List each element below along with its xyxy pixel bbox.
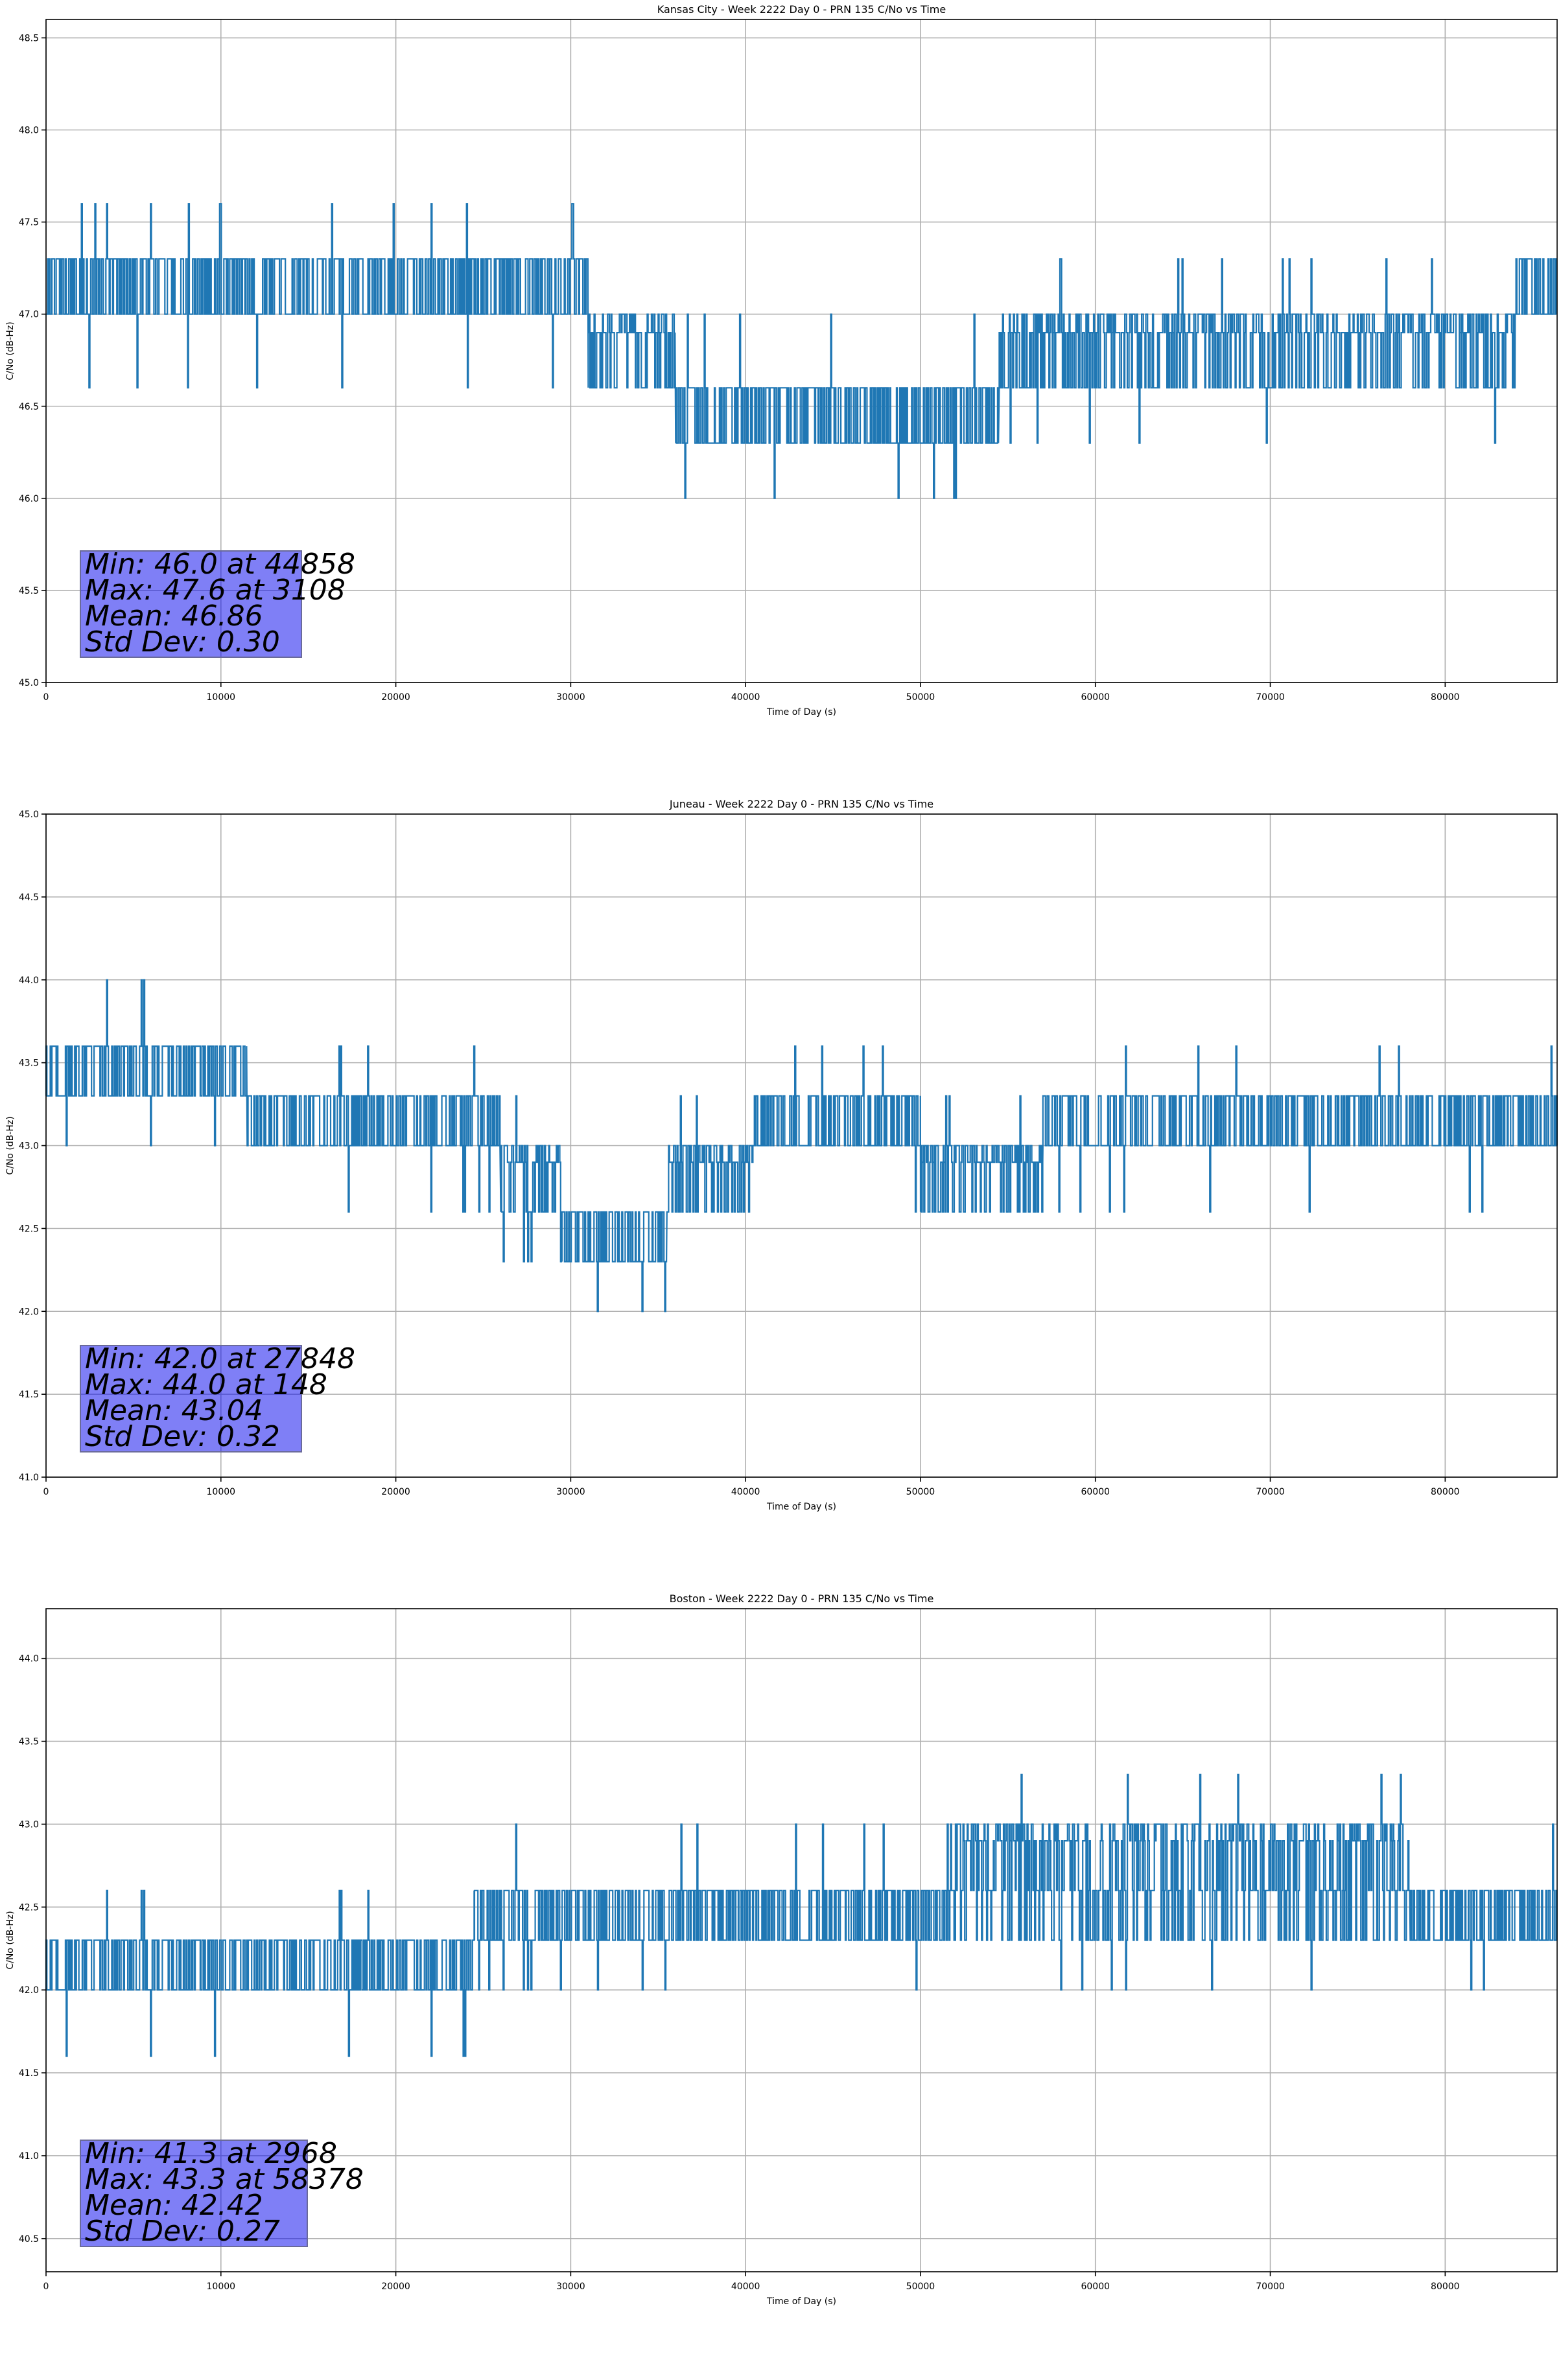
stats-mean: Mean: 43.04 xyxy=(85,1394,263,1427)
x-tick-label: 60000 xyxy=(1081,2281,1110,2292)
y-tick-label: 40.5 xyxy=(19,2234,39,2245)
plot-frame xyxy=(45,1608,1558,2272)
y-tick-label: 45.0 xyxy=(19,678,39,688)
y-tick-label: 43.5 xyxy=(19,1058,39,1069)
x-axis-label: Time of Day (s) xyxy=(766,707,836,718)
x-tick-label: 20000 xyxy=(381,692,410,703)
stats-std-dev: Std Dev: 0.27 xyxy=(85,2215,280,2248)
x-tick-label: 20000 xyxy=(381,1487,410,1497)
x-tick-label: 10000 xyxy=(207,2281,236,2292)
chart-panel-kansas-city: 0 10000 20000 30000 40000 50000 60000 70000 8000… xyxy=(0,0,1561,791)
x-tick-label: 70000 xyxy=(1256,1487,1285,1497)
y-tick-label: 43.0 xyxy=(19,1819,39,1830)
y-tick-label: 41.5 xyxy=(19,1390,39,1400)
x-tick-label: 80000 xyxy=(1431,2281,1460,2292)
stats-std-dev: Std Dev: 0.30 xyxy=(85,625,280,659)
y-tick-label: 42.5 xyxy=(19,1902,39,1913)
chart-title: Kansas City - Week 2222 Day 0 - PRN 135 … xyxy=(657,3,946,16)
y-axis-label: C/No (dB-Hz) xyxy=(5,1911,16,1969)
stats-box-juneau: Min: 42.0 at 27848 Max: 44.0 at 148 Mean… xyxy=(80,1345,355,1453)
y-tick-label: 42.5 xyxy=(19,1224,39,1234)
x-tick-label: 10000 xyxy=(207,1487,236,1497)
y-tick-label: 42.0 xyxy=(19,1307,39,1317)
x-tick-label: 80000 xyxy=(1431,1487,1460,1497)
x-tick-label: 0 xyxy=(43,2281,49,2292)
data-series-line xyxy=(45,979,1558,1312)
stats-box-kansas-city: Min: 46.0 at 44858 Max: 47.6 at 3108 Mea… xyxy=(80,550,355,659)
y-tick-label: 45.5 xyxy=(19,586,39,596)
x-tick-label: 30000 xyxy=(556,2281,585,2292)
y-tick-label: 43.5 xyxy=(19,1737,39,1747)
stats-max: Max: 43.3 at 58378 xyxy=(85,2163,364,2196)
x-tick-label: 80000 xyxy=(1431,692,1460,703)
y-tick-label: 46.0 xyxy=(19,494,39,504)
y-axis-label: C/No (dB-Hz) xyxy=(5,1116,16,1174)
data-series-line xyxy=(46,203,1558,499)
chart-panel-juneau: 0 10000 20000 30000 40000 50000 60000 70000 8000… xyxy=(0,795,1561,1585)
x-tick-label: 30000 xyxy=(556,1487,585,1497)
chart-title: Boston - Week 2222 Day 0 - PRN 135 C/No … xyxy=(670,1592,934,1605)
x-tick-label: 70000 xyxy=(1256,2281,1285,2292)
x-tick-label: 50000 xyxy=(906,2281,935,2292)
x-tick-label: 40000 xyxy=(731,2281,760,2292)
y-tick-label: 46.5 xyxy=(19,402,39,412)
stats-mean: Mean: 46.86 xyxy=(85,600,263,633)
chart-title: Juneau - Week 2222 Day 0 - PRN 135 C/No … xyxy=(669,798,933,810)
stats-min: Min: 41.3 at 2968 xyxy=(85,2137,338,2170)
chart-panel-boston: 0 10000 20000 30000 40000 50000 60000 70000 8000… xyxy=(0,1589,1561,2380)
x-tick-label: 70000 xyxy=(1256,692,1285,703)
x-axis-label: Time of Day (s) xyxy=(766,1502,836,1512)
y-tick-label: 47.0 xyxy=(19,310,39,320)
x-tick-label: 50000 xyxy=(906,1487,935,1497)
x-tick-label: 0 xyxy=(43,1487,49,1497)
y-axis-label: C/No (dB-Hz) xyxy=(5,321,16,380)
x-tick-label: 0 xyxy=(43,692,49,703)
x-tick-label: 60000 xyxy=(1081,692,1110,703)
y-tick-label: 41.5 xyxy=(19,2068,39,2079)
axis-ticks: 0 10000 20000 30000 40000 50000 60000 70000 8000… xyxy=(19,1654,1460,2292)
axis-ticks: 0 10000 20000 30000 40000 50000 60000 70000 8000… xyxy=(19,33,1460,703)
x-tick-label: 40000 xyxy=(731,692,760,703)
y-tick-label: 41.0 xyxy=(19,2151,39,2162)
stats-mean: Mean: 42.42 xyxy=(85,2189,263,2222)
y-tick-label: 48.5 xyxy=(19,33,39,43)
x-axis-label: Time of Day (s) xyxy=(766,2296,836,2307)
x-tick-label: 60000 xyxy=(1081,1487,1110,1497)
y-tick-label: 47.5 xyxy=(19,218,39,228)
y-tick-label: 43.0 xyxy=(19,1141,39,1152)
data-series-line xyxy=(45,1773,1558,2057)
y-tick-label: 41.0 xyxy=(19,1473,39,1483)
plot-frame xyxy=(45,19,1558,683)
stats-std-dev: Std Dev: 0.32 xyxy=(85,1420,280,1453)
stats-max: Max: 47.6 at 3108 xyxy=(85,574,346,607)
axis-ticks: 0 10000 20000 30000 40000 50000 60000 70000 8000… xyxy=(19,810,1460,1497)
y-tick-label: 44.0 xyxy=(19,975,39,986)
stats-box-boston: Min: 41.3 at 2968 Max: 43.3 at 58378 Mea… xyxy=(80,2137,364,2248)
stats-max: Max: 44.0 at 148 xyxy=(85,1368,327,1401)
x-tick-label: 20000 xyxy=(381,2281,410,2292)
y-tick-label: 42.0 xyxy=(19,1985,39,1996)
y-tick-label: 48.0 xyxy=(19,126,39,136)
x-tick-label: 50000 xyxy=(906,692,935,703)
x-tick-label: 40000 xyxy=(731,1487,760,1497)
x-tick-label: 30000 xyxy=(556,692,585,703)
y-tick-label: 45.0 xyxy=(19,810,39,820)
y-tick-label: 44.0 xyxy=(19,1654,39,1664)
x-tick-label: 10000 xyxy=(207,692,236,703)
y-tick-label: 44.5 xyxy=(19,892,39,903)
